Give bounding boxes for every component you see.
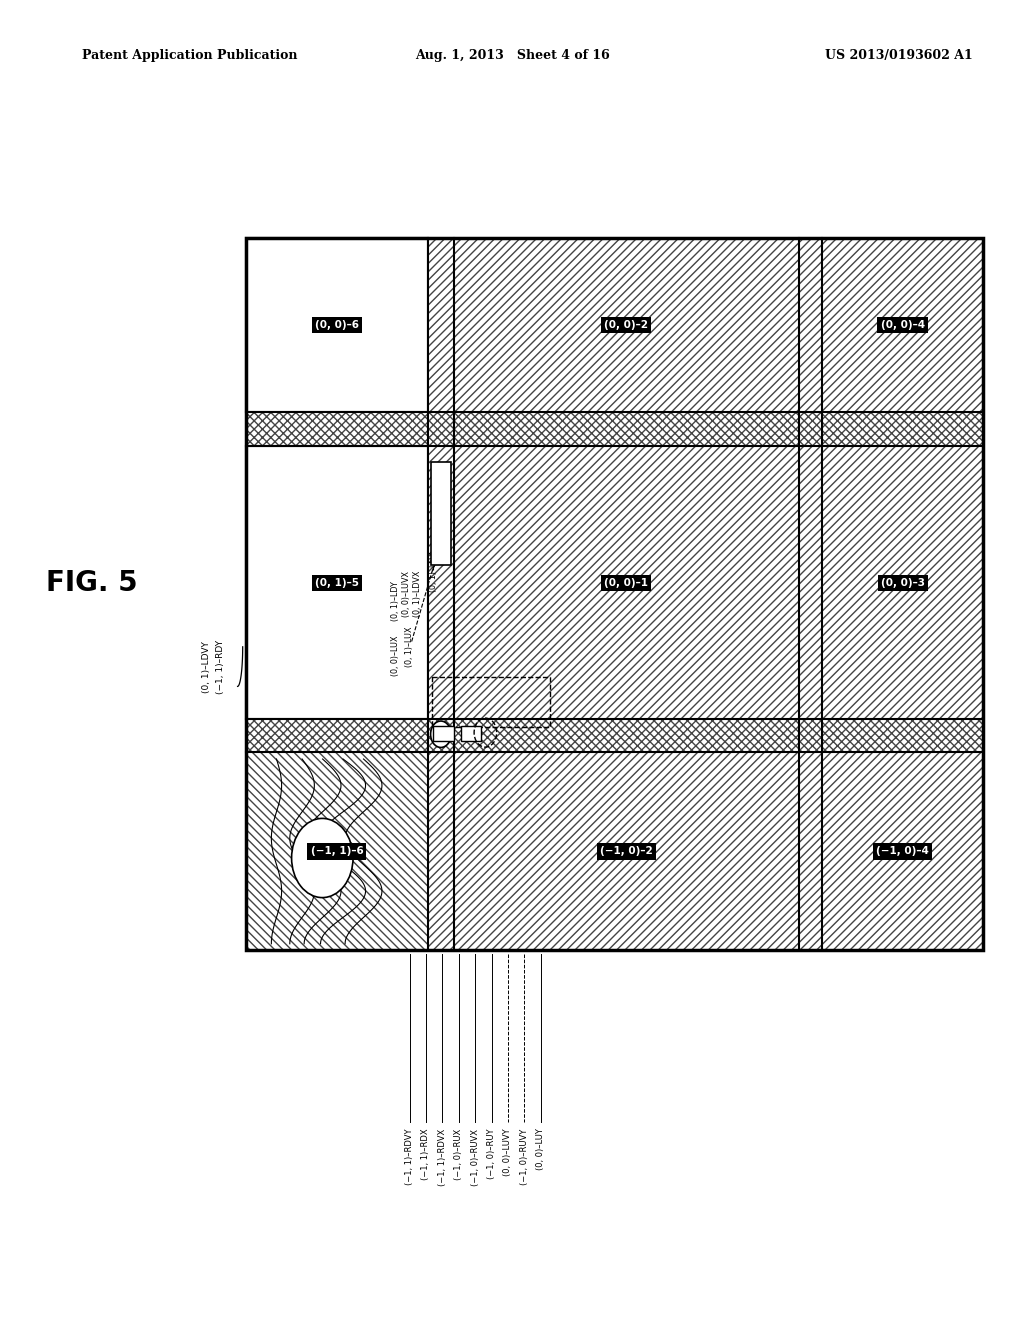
Bar <box>246 719 983 752</box>
Text: (0, 0)–3: (0, 0)–3 <box>881 578 925 587</box>
Text: (−1, 1)–6: (−1, 1)–6 <box>310 846 364 857</box>
Bar <box>799 446 822 719</box>
Text: US 2013/0193602 A1: US 2013/0193602 A1 <box>825 49 973 62</box>
Bar <box>428 752 454 950</box>
Text: (0, 1)–LDX: (0, 1)–LDX <box>429 550 437 593</box>
Text: (0, 1)–LDY: (0, 1)–LDY <box>391 581 399 620</box>
Bar <box>246 238 983 950</box>
Text: (0, 0)–LUY: (0, 0)–LUY <box>537 1129 545 1171</box>
Text: (0, 1)–LDVY: (0, 1)–LDVY <box>203 640 211 693</box>
Text: (0, 0)–1: (0, 0)–1 <box>604 578 648 587</box>
Text: Aug. 1, 2013   Sheet 4 of 16: Aug. 1, 2013 Sheet 4 of 16 <box>415 49 609 62</box>
Text: (0, 0)–4: (0, 0)–4 <box>881 319 925 330</box>
Bar <box>428 238 454 412</box>
Bar <box>431 462 451 565</box>
Text: (−1, 0)–2: (−1, 0)–2 <box>600 846 652 857</box>
Text: (−1, 1)–RDVY: (−1, 1)–RDVY <box>406 1129 414 1185</box>
Bar <box>822 752 983 950</box>
Text: (−1, 1)–RDVX: (−1, 1)–RDVX <box>438 1129 446 1185</box>
Bar <box>433 726 454 741</box>
Text: (−1, 1)–RDX: (−1, 1)–RDX <box>422 1129 430 1180</box>
Bar <box>799 412 822 446</box>
Text: (−1, 0)–RUX: (−1, 0)–RUX <box>455 1129 463 1180</box>
Bar <box>428 412 454 446</box>
Circle shape <box>430 721 451 747</box>
Text: (−1, 1)–RDY: (−1, 1)–RDY <box>216 639 224 694</box>
Bar <box>246 238 428 412</box>
Bar <box>428 446 454 719</box>
Text: (−1, 0)–RUVX: (−1, 0)–RUVX <box>471 1129 479 1185</box>
Bar <box>799 719 822 752</box>
Bar <box>246 446 428 719</box>
Bar <box>822 446 983 719</box>
Bar <box>799 752 822 950</box>
Text: (0, 0)–2: (0, 0)–2 <box>604 319 648 330</box>
Text: (0, 1)–LUX: (0, 1)–LUX <box>406 627 414 667</box>
Bar <box>822 238 983 412</box>
Bar <box>461 726 481 741</box>
Bar <box>454 238 799 412</box>
Text: Patent Application Publication: Patent Application Publication <box>82 49 297 62</box>
Text: (0, 0)–LUVY: (0, 0)–LUVY <box>504 1129 512 1176</box>
Bar <box>454 752 799 950</box>
Text: (0, 1)–5: (0, 1)–5 <box>315 578 358 587</box>
Bar <box>454 446 799 719</box>
Bar <box>799 238 822 412</box>
Text: (0, 0)–LUX: (0, 0)–LUX <box>391 636 399 676</box>
Text: (−1, 0)–4: (−1, 0)–4 <box>877 846 929 857</box>
Bar <box>428 719 454 752</box>
Text: FIG. 5: FIG. 5 <box>46 569 138 597</box>
Text: (0, 0)–6: (0, 0)–6 <box>315 319 358 330</box>
Bar <box>432 677 550 727</box>
Text: (−1, 0)–RUY: (−1, 0)–RUY <box>487 1129 496 1179</box>
Circle shape <box>292 818 353 898</box>
Bar <box>246 752 428 950</box>
Bar <box>246 412 983 446</box>
Text: (0, 0)–LUVX: (0, 0)–LUVX <box>402 572 411 616</box>
Text: (−1, 0)–RUVY: (−1, 0)–RUVY <box>520 1129 528 1185</box>
Text: (0, 1)–LDVX: (0, 1)–LDVX <box>414 570 422 618</box>
